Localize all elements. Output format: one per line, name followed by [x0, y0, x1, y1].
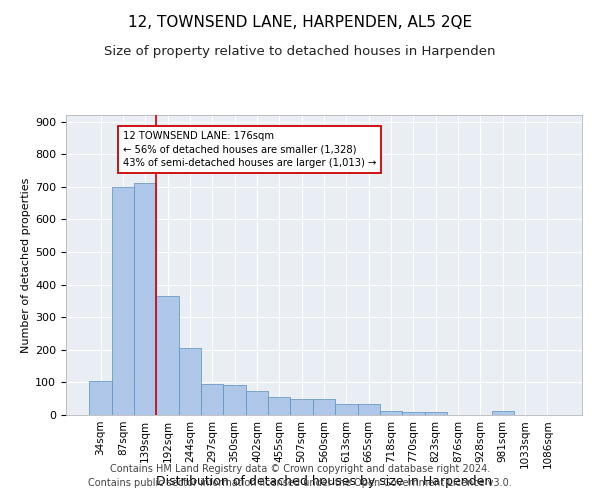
- Bar: [134, 184, 157, 415]
- Bar: [313, 398, 335, 415]
- Text: 12, TOWNSEND LANE, HARPENDEN, AL5 2QE: 12, TOWNSEND LANE, HARPENDEN, AL5 2QE: [128, 15, 472, 30]
- Bar: [290, 398, 313, 415]
- Bar: [223, 384, 246, 415]
- Bar: [425, 412, 447, 415]
- Bar: [491, 411, 514, 415]
- Bar: [112, 186, 134, 415]
- Bar: [246, 390, 268, 415]
- Bar: [268, 397, 290, 415]
- Bar: [89, 381, 112, 415]
- Bar: [358, 404, 380, 415]
- Text: Size of property relative to detached houses in Harpenden: Size of property relative to detached ho…: [104, 45, 496, 58]
- Text: 12 TOWNSEND LANE: 176sqm
← 56% of detached houses are smaller (1,328)
43% of sem: 12 TOWNSEND LANE: 176sqm ← 56% of detach…: [123, 132, 376, 168]
- Bar: [335, 404, 358, 415]
- Bar: [157, 296, 179, 415]
- Y-axis label: Number of detached properties: Number of detached properties: [21, 178, 31, 352]
- Bar: [201, 384, 223, 415]
- X-axis label: Distribution of detached houses by size in Harpenden: Distribution of detached houses by size …: [156, 476, 492, 488]
- Bar: [380, 411, 402, 415]
- Bar: [402, 412, 425, 415]
- Bar: [179, 348, 201, 415]
- Text: Contains HM Land Registry data © Crown copyright and database right 2024.
Contai: Contains HM Land Registry data © Crown c…: [88, 464, 512, 487]
